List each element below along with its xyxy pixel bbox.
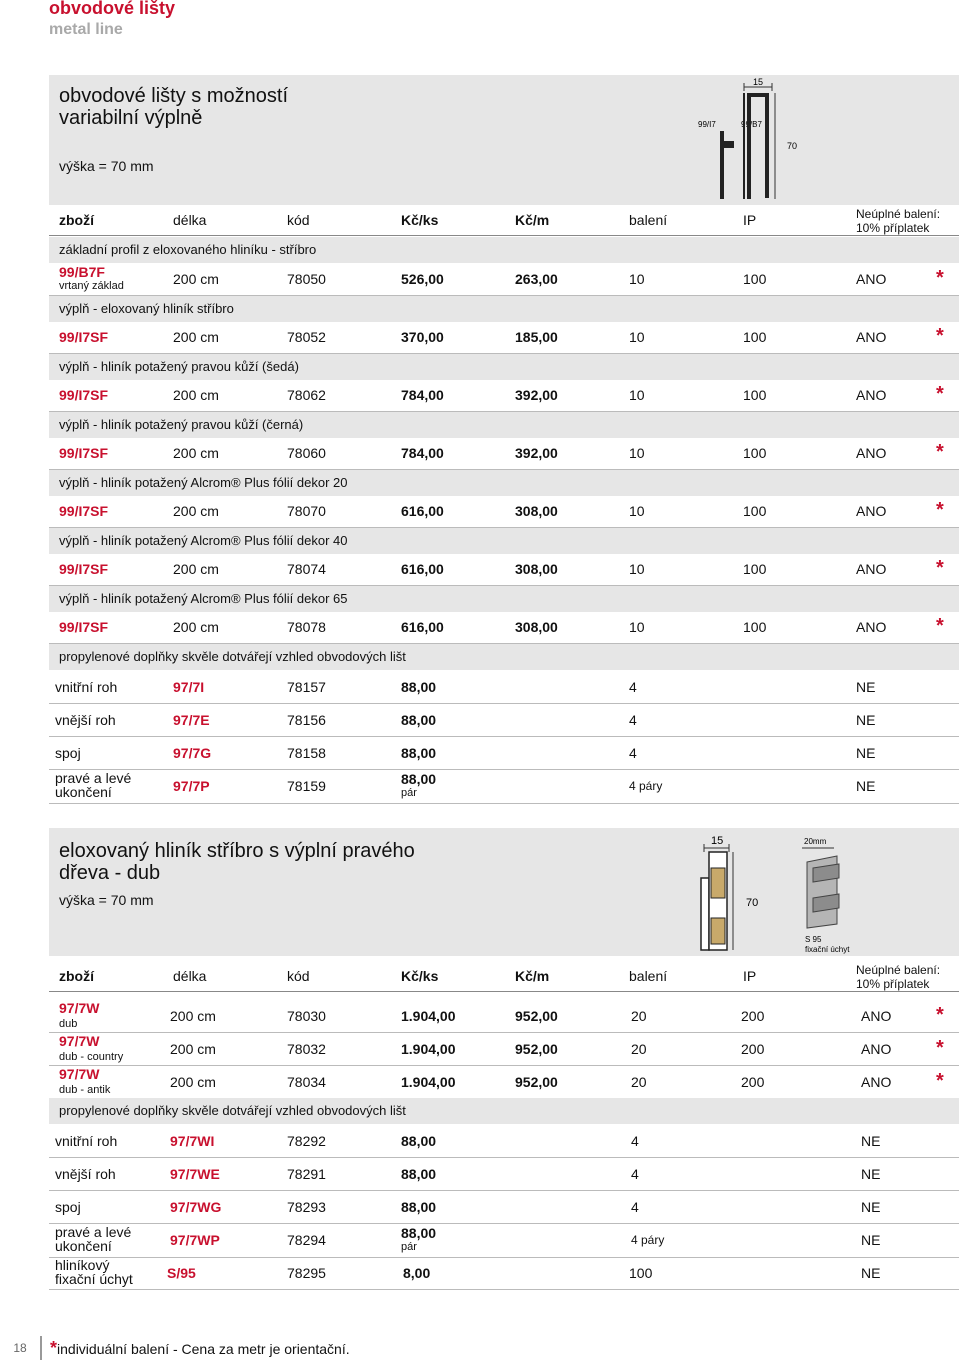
band: výplň - hliník potažený Alcrom® Plus fól… [49, 528, 959, 554]
page-subtitle: metal line [49, 21, 123, 38]
page-title: obvodové lišty [49, 0, 176, 18]
table-header: zboží délka kód Kč/ks Kč/m balení IP Neú… [49, 207, 959, 236]
table-row: 99/I7SF 200 cm 78074 616,00 308,00 10 10… [49, 554, 959, 586]
svg-text:15: 15 [753, 77, 763, 87]
col-length: délka [173, 968, 207, 984]
section1-hero: obvodové lišty s možností variabilní výpl… [49, 75, 959, 205]
band: propylenové doplňky skvěle dotvářejí vzh… [49, 644, 959, 670]
list-item: vnitřní roh 97/7I 78157 88,00 4 NE [49, 672, 959, 704]
list-item: pravé a levé ukončení 97/7WP 78294 88,00… [49, 1225, 959, 1258]
col-pack: balení [629, 968, 668, 984]
svg-text:99/B7: 99/B7 [741, 120, 762, 129]
profile-diagram: 15 99/I7 99/B7 70 [698, 77, 797, 199]
band: základní profil z eloxovaného hliníku - … [49, 237, 959, 263]
svg-text:15: 15 [711, 835, 723, 847]
col-pack: balení [629, 212, 668, 228]
col-goods: zboží [59, 212, 94, 228]
section2-height: výška = 70 mm [59, 892, 154, 908]
svg-text:70: 70 [746, 897, 758, 909]
table-header: zboží délka kód Kč/ks Kč/m balení IP Neú… [49, 963, 959, 992]
band: výplň - hliník potažený Alcrom® Plus fól… [49, 470, 959, 496]
footer-note: *individuální balení - Cena za metr je o… [50, 1338, 350, 1358]
col-goods: zboží [59, 968, 94, 984]
list-item: vnější roh 97/7WE 78291 88,00 4 NE [49, 1159, 959, 1191]
list-item: spoj 97/7WG 78293 88,00 4 NE [49, 1192, 959, 1224]
col-code: kód [287, 968, 310, 984]
col-ip: IP [743, 212, 757, 228]
table-row: 97/7W dub - antik 200 cm 78034 1.904,00 … [59, 1066, 944, 1096]
footer-star: * [50, 1338, 58, 1358]
col-ip: IP [743, 968, 757, 984]
col-price-pc: Kč/ks [401, 968, 439, 984]
table-row: 99/I7SF 200 cm 78052 370,00 185,00 10 10… [49, 322, 959, 354]
band: výplň - hliník potažený Alcrom® Plus fól… [49, 586, 959, 612]
section2-title: eloxovaný hliník stříbro s výplní pravéh… [59, 840, 415, 884]
list-item: spoj 97/7G 78158 88,00 4 NE [49, 738, 959, 770]
section2-hero: eloxovaný hliník stříbro s výplní pravéh… [49, 828, 959, 956]
col-partial: Neúplné balení: 10% příplatek [856, 207, 941, 235]
list-item: pravé a levé ukončení 97/7P 78159 88,00 … [49, 771, 959, 804]
col-code: kód [287, 212, 310, 228]
table-row: 97/7W dub - country 200 cm 78032 1.904,0… [49, 1033, 959, 1066]
svg-text:70: 70 [787, 141, 797, 151]
table-row: 99/B7F vrtaný základ 200 cm 78050 526,00… [49, 263, 959, 296]
svg-text:99/I7: 99/I7 [698, 120, 716, 129]
col-partial: Neúplné balení: 10% příplatek [856, 963, 941, 991]
section1-height: výška = 70 mm [59, 158, 154, 174]
table-row: 99/I7SF 200 cm 78060 784,00 392,00 10 10… [49, 438, 959, 470]
col-price-pc: Kč/ks [401, 212, 439, 228]
list-item: vnější roh 97/7E 78156 88,00 4 NE [49, 705, 959, 737]
list-item: hliníkový fixační úchyt S/95 78295 8,00 … [49, 1258, 959, 1290]
section1-title: obvodové lišty s možností variabilní výpl… [59, 85, 288, 129]
col-length: délka [173, 212, 207, 228]
band: propylenové doplňky skvěle dotvářejí vzh… [49, 1098, 959, 1124]
page-number: 18 [0, 1336, 42, 1360]
svg-text:S 95: S 95 [805, 935, 822, 944]
band: výplň - hliník potažený pravou kůží (šed… [49, 354, 959, 380]
table-row: 99/I7SF 200 cm 78062 784,00 392,00 10 10… [49, 380, 959, 412]
col-price-m: Kč/m [515, 212, 550, 228]
col-price-m: Kč/m [515, 968, 550, 984]
svg-text:20mm: 20mm [804, 837, 827, 846]
table-row: 99/I7SF 200 cm 78070 616,00 308,00 10 10… [49, 496, 959, 528]
wood-profile-diagram: 15 70 20mm S 95 fixační úchyt [700, 835, 850, 954]
band: výplň - eloxovaný hliník stříbro [49, 296, 959, 322]
band: výplň - hliník potažený pravou kůží (čer… [49, 412, 959, 438]
list-item: vnitřní roh 97/7WI 78292 88,00 4 NE [49, 1126, 959, 1158]
table-row: 99/I7SF 200 cm 78078 616,00 308,00 10 10… [49, 612, 959, 644]
table-row: 97/7W dub 200 cm 78030 1.904,00 952,00 2… [49, 1000, 959, 1033]
svg-text:fixační úchyt: fixační úchyt [805, 945, 850, 954]
